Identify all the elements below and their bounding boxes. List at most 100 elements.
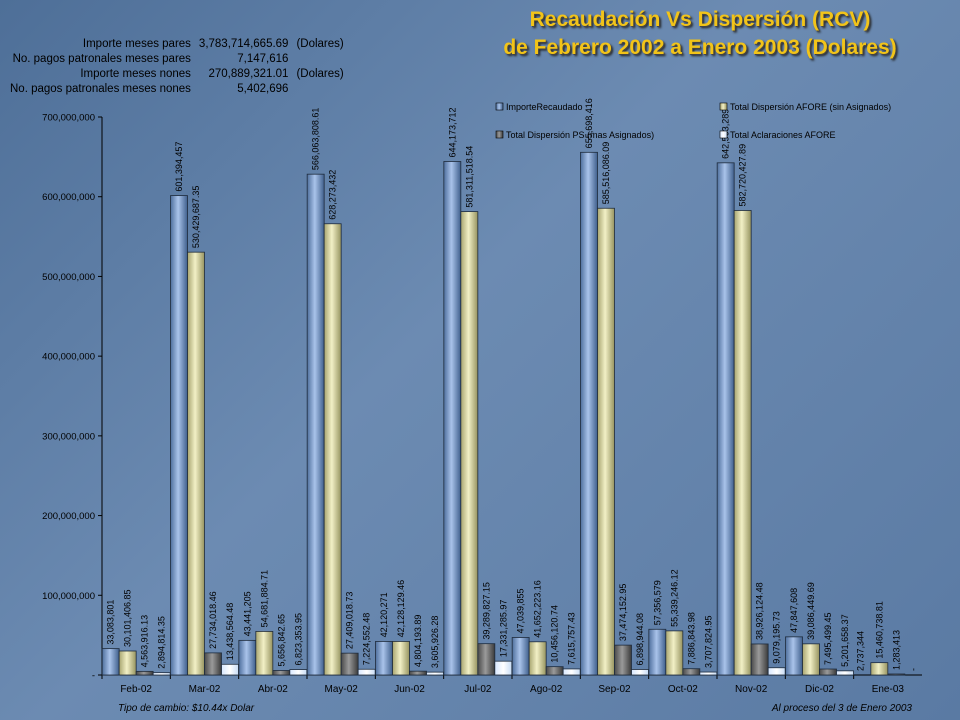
bar-3 bbox=[204, 652, 222, 676]
bar-4 bbox=[494, 660, 513, 676]
summary-label: Importe meses pares bbox=[82, 37, 191, 50]
x-tick-label: Ago-02 bbox=[530, 684, 563, 695]
bar-4 bbox=[289, 669, 308, 676]
data-label: 1,283,413 bbox=[891, 630, 901, 670]
bar-1 bbox=[648, 628, 667, 676]
legend-label: Total Dispersión AFORE (sin Asignados) bbox=[730, 102, 891, 112]
data-label: 42,120,271 bbox=[379, 592, 389, 637]
bar-1 bbox=[785, 636, 803, 676]
bar-1 bbox=[170, 195, 188, 676]
bar-3 bbox=[545, 666, 564, 676]
y-tick-label: 300,000,000 bbox=[42, 431, 95, 442]
summary-label: No. pagos patronales meses nones bbox=[10, 82, 191, 95]
bar-1 bbox=[306, 173, 325, 676]
data-label: 3,605,926.28 bbox=[430, 616, 440, 669]
x-tick-label: Ene-03 bbox=[872, 684, 905, 695]
summary-table: Importe meses pares 3,783,714,665.69 (Do… bbox=[6, 36, 348, 96]
data-label: 9,079,195.73 bbox=[772, 611, 782, 664]
summary-label: Importe meses nones bbox=[80, 67, 191, 80]
bar-3 bbox=[135, 670, 154, 676]
bar-2 bbox=[460, 211, 479, 676]
y-tick-label: 600,000,000 bbox=[42, 192, 95, 203]
x-tick-label: Nov-02 bbox=[735, 684, 768, 695]
summary-row: Importe meses pares 3,783,714,665.69 (Do… bbox=[6, 36, 348, 51]
data-label: 2,894,814.35 bbox=[157, 616, 167, 669]
bar-2 bbox=[665, 630, 684, 676]
data-label: 7,224,552.48 bbox=[362, 613, 372, 666]
data-label: 27,734,018.46 bbox=[208, 591, 218, 649]
data-label: 4,563,916.13 bbox=[140, 615, 150, 668]
data-label: 7,615,757.43 bbox=[567, 612, 577, 665]
bar-1 bbox=[511, 637, 530, 676]
summary-unit: (Dolares) bbox=[296, 67, 344, 80]
x-tick-label: May-02 bbox=[324, 684, 358, 695]
data-label: 655,698,416 bbox=[584, 98, 594, 148]
data-label: 37,474,152.95 bbox=[618, 584, 628, 642]
summary-row: No. pagos patronales meses nones 5,402,6… bbox=[6, 81, 348, 96]
data-label: 30,101,406.85 bbox=[123, 589, 133, 647]
summary-value: 5,402,696 bbox=[237, 82, 289, 95]
bar-1 bbox=[101, 648, 120, 676]
data-label: 47,039,855 bbox=[516, 588, 526, 633]
x-tick-label: Mar-02 bbox=[189, 684, 221, 695]
process-date-note: Al proceso del 3 de Enero 2003 bbox=[771, 703, 912, 714]
data-label: 6,823,353.95 bbox=[293, 613, 303, 666]
bars-layer bbox=[101, 151, 906, 676]
exchange-rate-note: Tipo de cambio: $10.44x Dolar bbox=[118, 703, 255, 714]
x-tick-label: Jul-02 bbox=[464, 684, 492, 695]
bar-4 bbox=[357, 668, 376, 676]
data-label: 7,495,499.45 bbox=[823, 612, 833, 665]
y-tick-label: 100,000,000 bbox=[42, 591, 95, 602]
data-label: 5,201,658.37 bbox=[840, 614, 850, 667]
data-label: 601,394,457 bbox=[174, 142, 184, 192]
data-label: 566,063,808.61 bbox=[311, 108, 321, 171]
chart-title-line1: Recaudación Vs Dispersión (RCV) bbox=[529, 8, 871, 31]
y-tick-label: 500,000,000 bbox=[42, 272, 95, 283]
data-label: 41,652,223.16 bbox=[533, 580, 543, 638]
bar-3 bbox=[819, 668, 837, 676]
bar-2 bbox=[392, 641, 410, 676]
legend-label: Total Aclaraciones AFORE bbox=[730, 130, 836, 140]
data-label: 644,173,712 bbox=[447, 107, 457, 157]
data-label: 17,331,285.97 bbox=[498, 600, 508, 658]
data-label: - bbox=[908, 668, 918, 671]
bar-4 bbox=[631, 669, 649, 676]
summary-value: 270,889,321.01 bbox=[208, 67, 289, 80]
data-label: 581,311,518.54 bbox=[464, 146, 474, 208]
data-label: 27,409,018.73 bbox=[345, 592, 355, 650]
x-tick-label: Jun-02 bbox=[394, 684, 425, 695]
legend-swatch bbox=[495, 102, 504, 111]
bar-2 bbox=[255, 631, 274, 676]
bar-2 bbox=[118, 650, 137, 676]
bar-2 bbox=[870, 662, 889, 676]
legend-label: ImporteRecaudado bbox=[506, 102, 583, 112]
chart-title-line2: de Febrero 2002 a Enero 2003 (Dolares) bbox=[503, 36, 897, 59]
data-label: 54,681,884.71 bbox=[259, 570, 269, 628]
data-label: 530,429,687.35 bbox=[191, 186, 201, 249]
data-label: 38,926,124.48 bbox=[755, 582, 765, 640]
bar-1 bbox=[375, 641, 393, 676]
bar-1 bbox=[580, 151, 598, 676]
legend-swatch bbox=[719, 130, 728, 139]
y-tick-label: 700,000,000 bbox=[42, 113, 95, 124]
summary-unit: (Dolares) bbox=[296, 37, 344, 50]
data-label: 628,273,432 bbox=[328, 170, 338, 220]
bar-3 bbox=[750, 643, 769, 676]
data-labels-layer: 33,083,801 30,101,406.85 4,563,916.13 2,894… bbox=[106, 98, 919, 671]
bar-3 bbox=[409, 670, 427, 676]
summary-row: No. pagos patronales meses pares 7,147,6… bbox=[6, 51, 348, 66]
bar-3 bbox=[477, 643, 496, 676]
plot-area bbox=[102, 117, 922, 675]
data-label: 57,356,579 bbox=[652, 580, 662, 625]
bar-3 bbox=[340, 652, 359, 676]
legend-label: Total Dispersión PS (mas Asignados) bbox=[506, 130, 654, 140]
data-label: 7,886,843.98 bbox=[686, 612, 696, 665]
bar-4 bbox=[426, 671, 444, 676]
summary-row: Importe meses nones 270,889,321.01 (Dola… bbox=[6, 66, 348, 81]
legend-swatch bbox=[719, 102, 728, 111]
data-label: 10,456,120.74 bbox=[550, 605, 560, 663]
data-label: 33,083,801 bbox=[106, 600, 116, 645]
bar-2 bbox=[733, 210, 752, 676]
x-tick-label: Feb-02 bbox=[120, 684, 152, 695]
data-label: 42,128,129.46 bbox=[396, 580, 406, 638]
